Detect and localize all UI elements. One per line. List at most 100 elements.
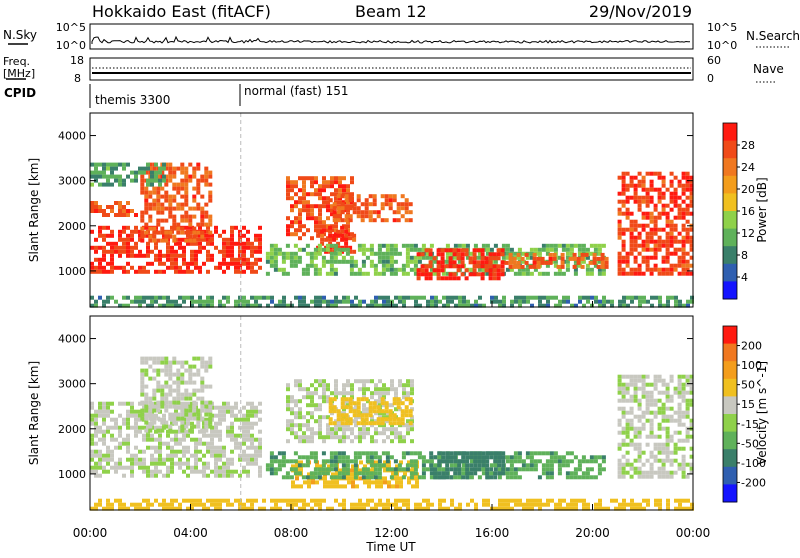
echo-cell [589,267,594,272]
echo-cell [140,218,145,223]
echo-cell [160,420,165,425]
echo-cell [689,390,694,395]
echo-cell [291,480,295,485]
echo-cell [346,188,350,193]
echo-cell [148,428,153,433]
echo-cell [230,425,234,430]
echo-cell [653,219,658,224]
echo-cell [657,199,662,204]
echo-cell [322,220,326,225]
echo-cell [196,202,201,207]
echo-cell [637,267,642,272]
echo-cell [634,506,638,511]
echo-cell [330,506,334,511]
echo-cell [653,187,658,192]
echo-cell [176,226,181,231]
echo-cell [140,234,145,239]
echo-cell [206,257,210,262]
echo-cell [110,166,114,171]
echo-cell [328,421,333,426]
echo-cell [594,299,598,304]
echo-cell [206,506,210,511]
echo-cell [194,265,198,270]
echo-cell [200,360,205,365]
echo-cell [494,295,498,300]
echo-cell [152,376,157,381]
echo-cell [460,264,465,269]
echo-cell [142,449,146,454]
velocity-y-label: Slant Range [km] [27,361,41,465]
echo-cell [297,463,302,468]
echo-cell [637,243,642,248]
echo-cell [290,188,294,193]
echo-cell [546,295,550,300]
echo-cell [320,233,325,238]
echo-cell [649,195,654,200]
echo-cell [170,261,174,266]
echo-cell [390,431,394,436]
echo-cell [285,271,290,276]
echo-cell [126,437,130,442]
echo-cell [677,183,682,188]
echo-cell [645,239,650,244]
echo-cell [302,423,306,428]
echo-cell [517,451,522,456]
echo-cell [673,239,678,244]
echo-cell [126,506,130,511]
echo-cell [526,498,530,503]
echo-cell [629,426,634,431]
echo-cell [110,449,114,454]
echo-cell [661,195,666,200]
echo-cell [396,417,401,422]
echo-cell [250,433,254,438]
echo-cell [299,468,303,473]
echo-cell [208,412,213,417]
echo-cell [625,426,630,431]
echo-cell [565,475,570,480]
echo-cell [122,237,126,242]
echo-cell [633,227,638,232]
echo-cell [637,434,642,439]
echo-cell [689,179,694,184]
echo-cell [625,462,630,467]
echo-cell [404,206,409,211]
echo-cell [625,255,630,260]
echo-cell [334,431,338,436]
echo-cell [150,437,154,442]
echo-cell [172,388,177,393]
echo-cell [685,414,690,419]
echo-cell [492,252,497,257]
echo-cell [230,237,234,242]
echo-cell [493,467,498,472]
echo-cell [206,461,210,466]
echo-cell [654,502,658,507]
echo-cell [246,409,250,414]
echo-cell [158,437,162,442]
echo-cell [666,295,670,300]
station-title: Hokkaido East (fitACF) [92,2,271,21]
echo-cell [685,235,690,240]
echo-cell [482,498,486,503]
echo-cell [428,260,433,265]
echo-cell [118,174,122,179]
echo-cell [649,462,654,467]
echo-cell [373,451,378,456]
echo-cell [293,255,298,260]
echo-cell [457,463,462,468]
echo-cell [154,178,158,183]
echo-cell [629,251,634,256]
echo-cell [492,272,497,277]
echo-cell [298,299,302,304]
echo-cell [629,271,634,276]
echo-cell [440,264,445,269]
echo-cell [462,299,466,304]
echo-cell [194,241,198,246]
echo-cell [669,434,674,439]
echo-cell [641,271,646,276]
echo-cell [285,459,290,464]
echo-cell [238,502,242,507]
echo-cell [206,303,210,308]
echo-cell [641,227,646,232]
echo-cell [206,449,210,454]
echo-cell [110,174,114,179]
